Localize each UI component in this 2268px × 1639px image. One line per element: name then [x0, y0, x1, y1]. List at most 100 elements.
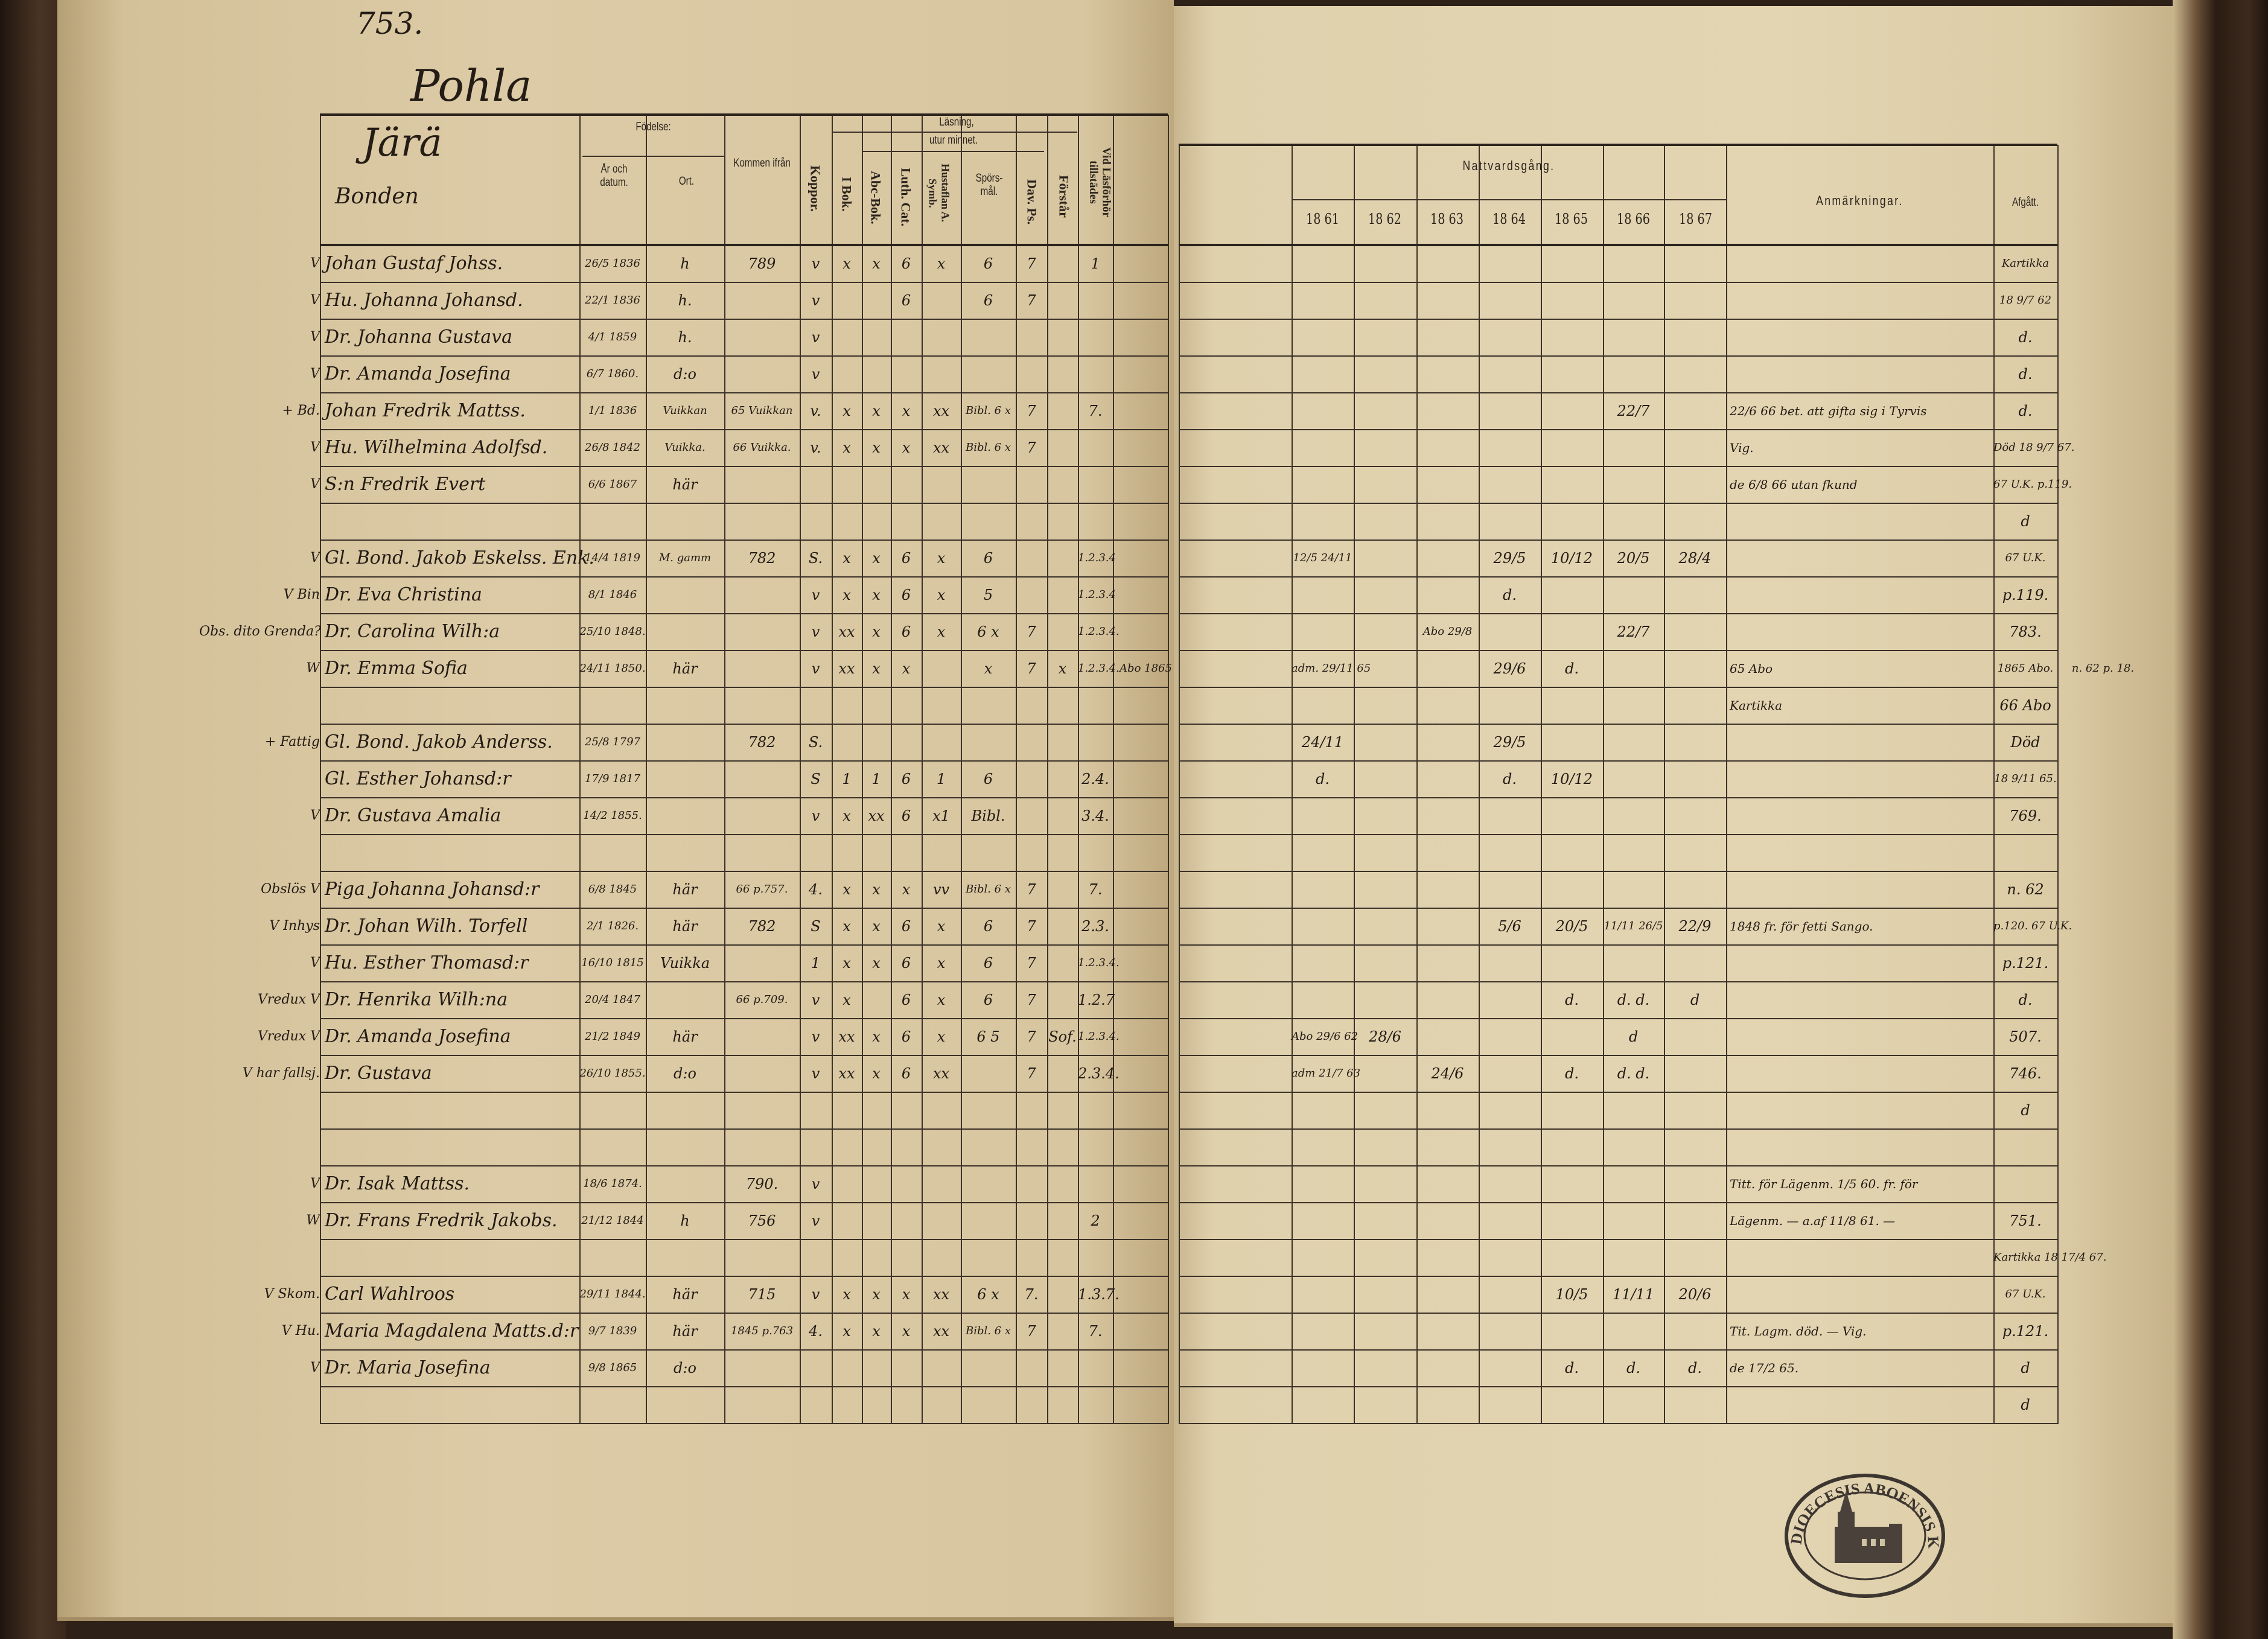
row-19-date: 2/1 1826.: [586, 920, 639, 932]
row-21-kommen: 66 p.709.: [736, 993, 788, 1006]
row-27-vid_lasforhor: 2: [1091, 1212, 1100, 1229]
row-29-n1867: 20/6: [1678, 1286, 1712, 1303]
row-30-i_bok: x: [843, 1323, 851, 1340]
header-year-67: 18 67: [1679, 211, 1712, 228]
column-rule: [1416, 145, 1418, 1424]
header-year-61: 18 61: [1306, 211, 1339, 228]
row-5-name: Johan Fredrik Mattss.: [325, 400, 526, 421]
row-rule: [1179, 1276, 2057, 1277]
row-27-name: Dr. Frans Fredrik Jakobs.: [325, 1210, 558, 1231]
row-19-luth_cat: 6: [901, 918, 911, 935]
row-rule: [1179, 392, 2057, 393]
row-30-vid_lasforhor: 7.: [1088, 1323, 1103, 1340]
row-19-abc_bok: x: [872, 918, 881, 935]
row-26-date: 18/6 1874.: [583, 1177, 642, 1190]
row-30-abc_bok: x: [872, 1323, 881, 1340]
row-27-mark: W: [306, 1213, 320, 1228]
column-rule: [1078, 115, 1079, 1424]
row-18-dav_ps: 7: [1027, 881, 1036, 898]
row-12-forstar: x: [1058, 660, 1067, 677]
row-10-date: 8/1 1846: [588, 588, 637, 601]
row-29-name: Carl Wahlroos: [325, 1284, 455, 1305]
row-30-hustaflan: xx: [932, 1323, 950, 1340]
row-2-koppor: v: [811, 292, 820, 309]
row-rule: [320, 1313, 1168, 1314]
row-21-mark: Vredux V: [258, 992, 320, 1007]
row-4-name: Dr. Amanda Josefina: [325, 363, 511, 384]
row-21-sporsmal: 6: [983, 991, 993, 1008]
row-18-abc_bok: x: [872, 881, 881, 898]
row-rule: [320, 981, 1168, 982]
row-15-abc_bok: 1: [871, 771, 881, 788]
column-rule: [320, 115, 321, 1424]
row-11-luth_cat: 6: [901, 623, 911, 640]
book-binding-right: [2173, 0, 2268, 1639]
row-7-mark: V: [310, 477, 320, 492]
column-rule: [1993, 145, 1995, 1424]
row-1-koppor: v: [811, 255, 820, 272]
row-16-sporsmal: Bibl.: [971, 807, 1005, 824]
row-22-dav_ps: 7: [1027, 1028, 1036, 1045]
row-9-n1865: 10/12: [1550, 550, 1593, 567]
row-7-name: S:n Fredrik Evert: [325, 474, 486, 495]
row-12-i_bok: xx: [838, 660, 855, 677]
row-12-n1865: d.: [1565, 660, 1579, 677]
row-12-abc_bok: x: [872, 660, 881, 677]
row-11-dav_ps: 7: [1027, 623, 1036, 640]
row-30-date: 9/7 1839: [588, 1325, 637, 1337]
column-rule: [922, 115, 923, 1424]
row-rule: [320, 539, 1168, 541]
row-18-kommen: 66 p.757.: [736, 883, 788, 896]
row-21-n1866: d. d.: [1617, 991, 1650, 1008]
row-2-sporsmal: 6: [983, 292, 993, 309]
row-23-name: Dr. Gustava: [325, 1063, 432, 1084]
column-rule: [1726, 145, 1727, 1424]
row-rule: [1179, 724, 2057, 725]
row-rule: [320, 282, 1168, 283]
row-18-sporsmal: Bibl. 6 x: [965, 883, 1011, 896]
row-12-ort: här: [672, 660, 698, 677]
row-19-n1867: 22/9: [1678, 918, 1712, 935]
header-year-66: 18 66: [1617, 211, 1650, 228]
row-11-hustaflan: x: [937, 623, 946, 640]
row-5-kommen: 65 Vuikkan: [731, 404, 793, 417]
row-9-date: 14/4 1819: [585, 552, 640, 564]
row-6-mark: V: [310, 440, 320, 455]
row-rule: [1179, 1349, 2057, 1351]
row-9-n1866: 20/5: [1617, 550, 1650, 567]
row-30-dav_ps: 7: [1027, 1323, 1036, 1340]
row-16-luth_cat: 6: [901, 807, 911, 824]
row-15-hustaflan: 1: [936, 771, 946, 788]
row-10-i_bok: x: [843, 587, 851, 603]
row-18-hustaflan: vv: [932, 881, 950, 898]
row-22-afgatt: 507.: [2009, 1028, 2042, 1045]
row-30-mark: V Hu.: [281, 1323, 320, 1338]
header-kommen-ifran: Kommen ifrån: [733, 157, 791, 170]
header-abc-bok: Abc-Bok.: [868, 170, 884, 224]
row-6-i_bok: x: [843, 439, 851, 456]
row-rule: [320, 1349, 1168, 1351]
row-10-abc_bok: x: [872, 587, 881, 603]
row-9-n1864: 29/5: [1493, 550, 1526, 567]
row-rule: [320, 466, 1168, 467]
row-16-abc_bok: xx: [868, 807, 885, 824]
row-2-name: Hu. Johanna Johansd.: [325, 290, 523, 311]
row-18-ort: här: [672, 881, 698, 898]
utur-minnet-rule: [863, 151, 1044, 152]
row-1-hustaflan: x: [937, 255, 946, 272]
row-16-vid_lasforhor: 3.4.: [1081, 807, 1109, 824]
row-30-sporsmal: Bibl. 6 x: [965, 1325, 1011, 1337]
row-15-n1861: d.: [1316, 771, 1330, 788]
row-3-koppor: v: [811, 329, 820, 346]
row-12-date: 24/11 1850.: [579, 662, 646, 675]
row-6-kommen: 66 Vuikka.: [733, 441, 791, 454]
row-rule: [320, 1055, 1168, 1056]
row-21-i_bok: x: [843, 991, 851, 1008]
row-31-ort: d:o: [674, 1360, 696, 1376]
row-12-afgatt: 1865 Abo.: [1997, 662, 2054, 675]
row-22-mark: Vredux V: [258, 1029, 320, 1044]
row-2-date: 22/1 1836: [585, 294, 640, 307]
row-23-n1863: 24/6: [1431, 1065, 1464, 1082]
row-rule: [1179, 355, 2057, 357]
row-rule: [320, 908, 1168, 909]
